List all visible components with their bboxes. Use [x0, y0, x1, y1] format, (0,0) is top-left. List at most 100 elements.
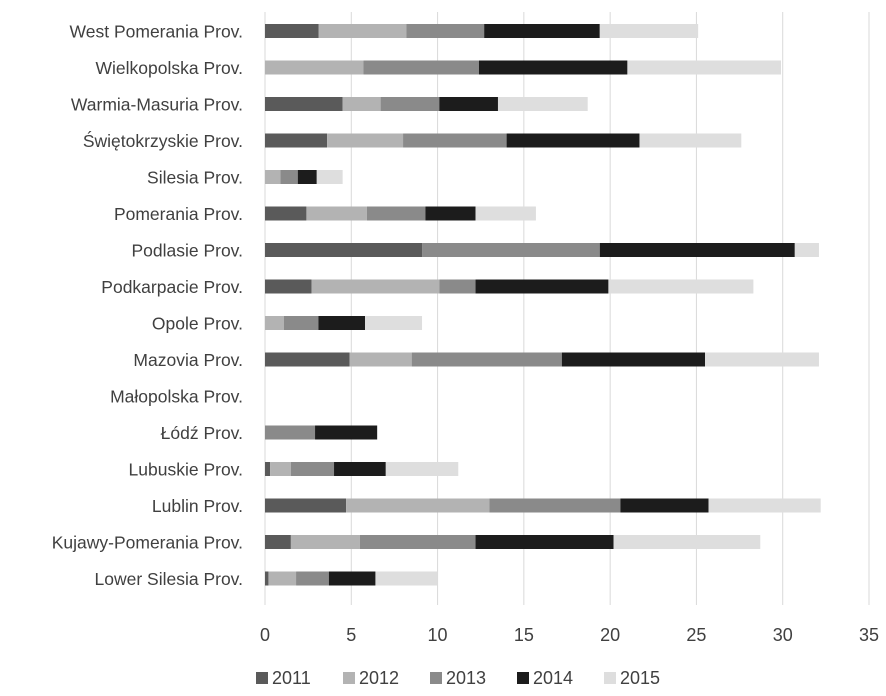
- bar-segment-2012: [265, 316, 284, 330]
- bar-segment-2015: [613, 535, 761, 549]
- bar-segment-2015: [705, 352, 819, 367]
- bar-segment-2011: [265, 571, 269, 586]
- bar-segment-2014: [315, 425, 378, 440]
- bar-segment-2014: [478, 60, 628, 75]
- category-label: Wielkopolska Prov.: [95, 58, 243, 78]
- legend-label: 2013: [446, 668, 486, 688]
- bar-segment-2014: [297, 170, 317, 184]
- x-tick-labels: 0 5 10 15 20 25 30 35: [260, 625, 879, 645]
- bar-segment-2013: [290, 462, 335, 476]
- bar-segment-2013: [403, 133, 507, 148]
- bar-segment-2014: [475, 535, 614, 549]
- category-label: Lubuskie Prov.: [129, 460, 243, 480]
- bar-segment-2011: [265, 279, 312, 294]
- bar-segment-2015: [365, 316, 423, 330]
- category-label: Podkarpacie Prov.: [101, 277, 243, 297]
- legend-swatch-2014: [517, 672, 529, 684]
- x-tick-label: 10: [428, 625, 448, 645]
- legend-label: 2012: [359, 668, 399, 688]
- bar-segment-2014: [599, 243, 795, 257]
- legend-swatch-2011: [256, 672, 268, 684]
- bar-segment-2013: [380, 97, 440, 111]
- bar-segment-2015: [608, 279, 754, 294]
- bar-segment-2012: [268, 571, 297, 586]
- category-label: Warmia-Masuria Prov.: [71, 95, 243, 115]
- bar-segment-2011: [265, 462, 271, 476]
- category-label: West Pomerania Prov.: [70, 22, 243, 42]
- category-label: Lower Silesia Prov.: [95, 569, 244, 589]
- category-label: Mazovia Prov.: [133, 350, 243, 370]
- bar-segment-2014: [439, 97, 498, 111]
- bar-segment-2014: [620, 498, 709, 513]
- bar-segment-2015: [794, 243, 819, 257]
- bar-segment-2011: [265, 24, 319, 38]
- bar-segment-2013: [422, 243, 600, 257]
- bar-segment-2011: [265, 133, 328, 148]
- bar-segment-2012: [318, 24, 407, 38]
- bar-segment-2013: [265, 425, 316, 440]
- bar-segment-2015: [708, 498, 821, 513]
- category-label: Łódź Prov.: [161, 423, 243, 443]
- bar-segment-2013: [296, 571, 329, 586]
- bar-segment-2012: [342, 97, 381, 111]
- bar-segment-2015: [599, 24, 699, 38]
- bar-segment-2015: [475, 206, 536, 221]
- bar-segment-2014: [328, 571, 376, 586]
- bar-segment-2013: [439, 279, 476, 294]
- category-label: Małopolska Prov.: [110, 387, 243, 407]
- legend-label: 2011: [272, 668, 311, 688]
- bar-segment-2013: [489, 498, 621, 513]
- bar-segment-2014: [506, 133, 640, 148]
- legend-label: 2014: [533, 668, 573, 688]
- bar-segment-2014: [334, 462, 386, 476]
- bar-segment-2013: [406, 24, 485, 38]
- bars: [265, 24, 821, 586]
- x-tick-label: 30: [773, 625, 793, 645]
- bar-segment-2012: [265, 60, 364, 75]
- x-tick-label: 35: [859, 625, 879, 645]
- bar-segment-2011: [265, 97, 343, 111]
- bar-segment-2012: [327, 133, 404, 148]
- legend-swatch-2012: [343, 672, 355, 684]
- bar-segment-2015: [639, 133, 742, 148]
- bar-segment-2015: [497, 97, 588, 111]
- bar-segment-2015: [316, 170, 343, 184]
- bar-segment-2014: [475, 279, 609, 294]
- bar-segment-2015: [385, 462, 459, 476]
- category-label: Silesia Prov.: [147, 168, 243, 188]
- x-tick-label: 15: [514, 625, 534, 645]
- x-tick-label: 0: [260, 625, 270, 645]
- bar-segment-2014: [318, 316, 366, 330]
- bar-segment-2011: [265, 498, 347, 513]
- bar-segment-2012: [290, 535, 360, 549]
- x-tick-label: 25: [686, 625, 706, 645]
- bar-segment-2012: [346, 498, 490, 513]
- bar-segment-2013: [411, 352, 562, 367]
- category-label: Świętokrzyskie Prov.: [83, 130, 243, 151]
- bar-segment-2011: [265, 206, 307, 221]
- bar-segment-2012: [265, 170, 281, 184]
- x-tick-label: 5: [346, 625, 356, 645]
- legend-swatch-2015: [604, 672, 616, 684]
- bar-segment-2011: [265, 535, 291, 549]
- bar-segment-2011: [265, 243, 423, 257]
- bar-segment-2011: [265, 352, 350, 367]
- category-label: Kujawy-Pomerania Prov.: [52, 533, 243, 553]
- bar-segment-2014: [561, 352, 706, 367]
- bar-segment-2013: [283, 316, 319, 330]
- bar-segment-2013: [280, 170, 298, 184]
- category-label: Opole Prov.: [152, 314, 243, 334]
- bar-segment-2012: [349, 352, 412, 367]
- bar-segment-2015: [375, 571, 438, 586]
- x-tick-label: 20: [600, 625, 620, 645]
- legend-swatch-2013: [430, 672, 442, 684]
- bar-segment-2014: [484, 24, 600, 38]
- category-label: Lublin Prov.: [152, 496, 243, 516]
- category-labels: West Pomerania Prov. Wielkopolska Prov. Wa…: [52, 22, 243, 590]
- bar-segment-2013: [363, 60, 479, 75]
- bar-segment-2013: [366, 206, 426, 221]
- bar-segment-2014: [425, 206, 476, 221]
- bar-segment-2012: [270, 462, 291, 476]
